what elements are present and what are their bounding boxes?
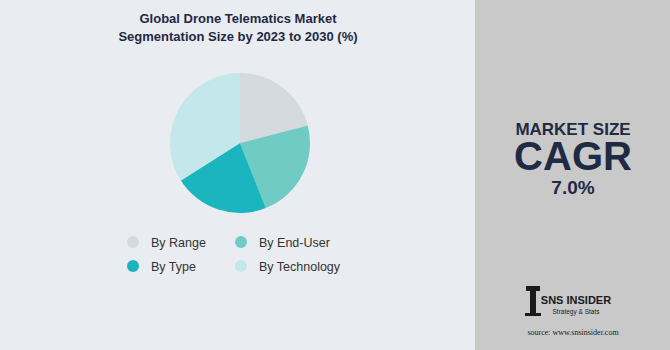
source: source: www.snsinsider.com — [527, 328, 619, 337]
title: Segmentation Size by 2023 to 2030 (%) — [118, 29, 357, 44]
legend-swatch — [235, 236, 247, 248]
logo-tagline: Strategy & Stats — [553, 308, 601, 316]
legend-label: By End-User — [259, 236, 330, 250]
logo-bar — [525, 313, 541, 316]
legend-label: By Type — [151, 260, 196, 274]
cagr-label: CAGR — [514, 134, 632, 178]
legend-swatch — [127, 260, 139, 272]
chart: Global Drone Telematics Market Segmentati… — [0, 0, 670, 350]
legend-item: By End-User — [235, 236, 330, 250]
logo-icon — [525, 286, 541, 316]
background — [0, 0, 670, 350]
pie — [170, 73, 310, 213]
legend-swatch — [127, 236, 139, 248]
cagr-value: 7.0% — [551, 177, 594, 198]
side-panel — [475, 0, 670, 350]
legend-swatch — [235, 260, 247, 272]
title: Global Drone Telematics Market — [140, 11, 338, 26]
slice — [170, 73, 240, 181]
logo-bar — [526, 286, 540, 291]
legend-item: By Range — [127, 236, 206, 250]
logo-name: SNS INSIDER — [541, 294, 611, 306]
legend-label: By Range — [151, 236, 206, 250]
logo-bar — [530, 290, 536, 314]
legend-label: By Technology — [259, 260, 341, 274]
legend-item: By Technology — [235, 260, 341, 274]
legend-item: By Type — [127, 260, 196, 274]
